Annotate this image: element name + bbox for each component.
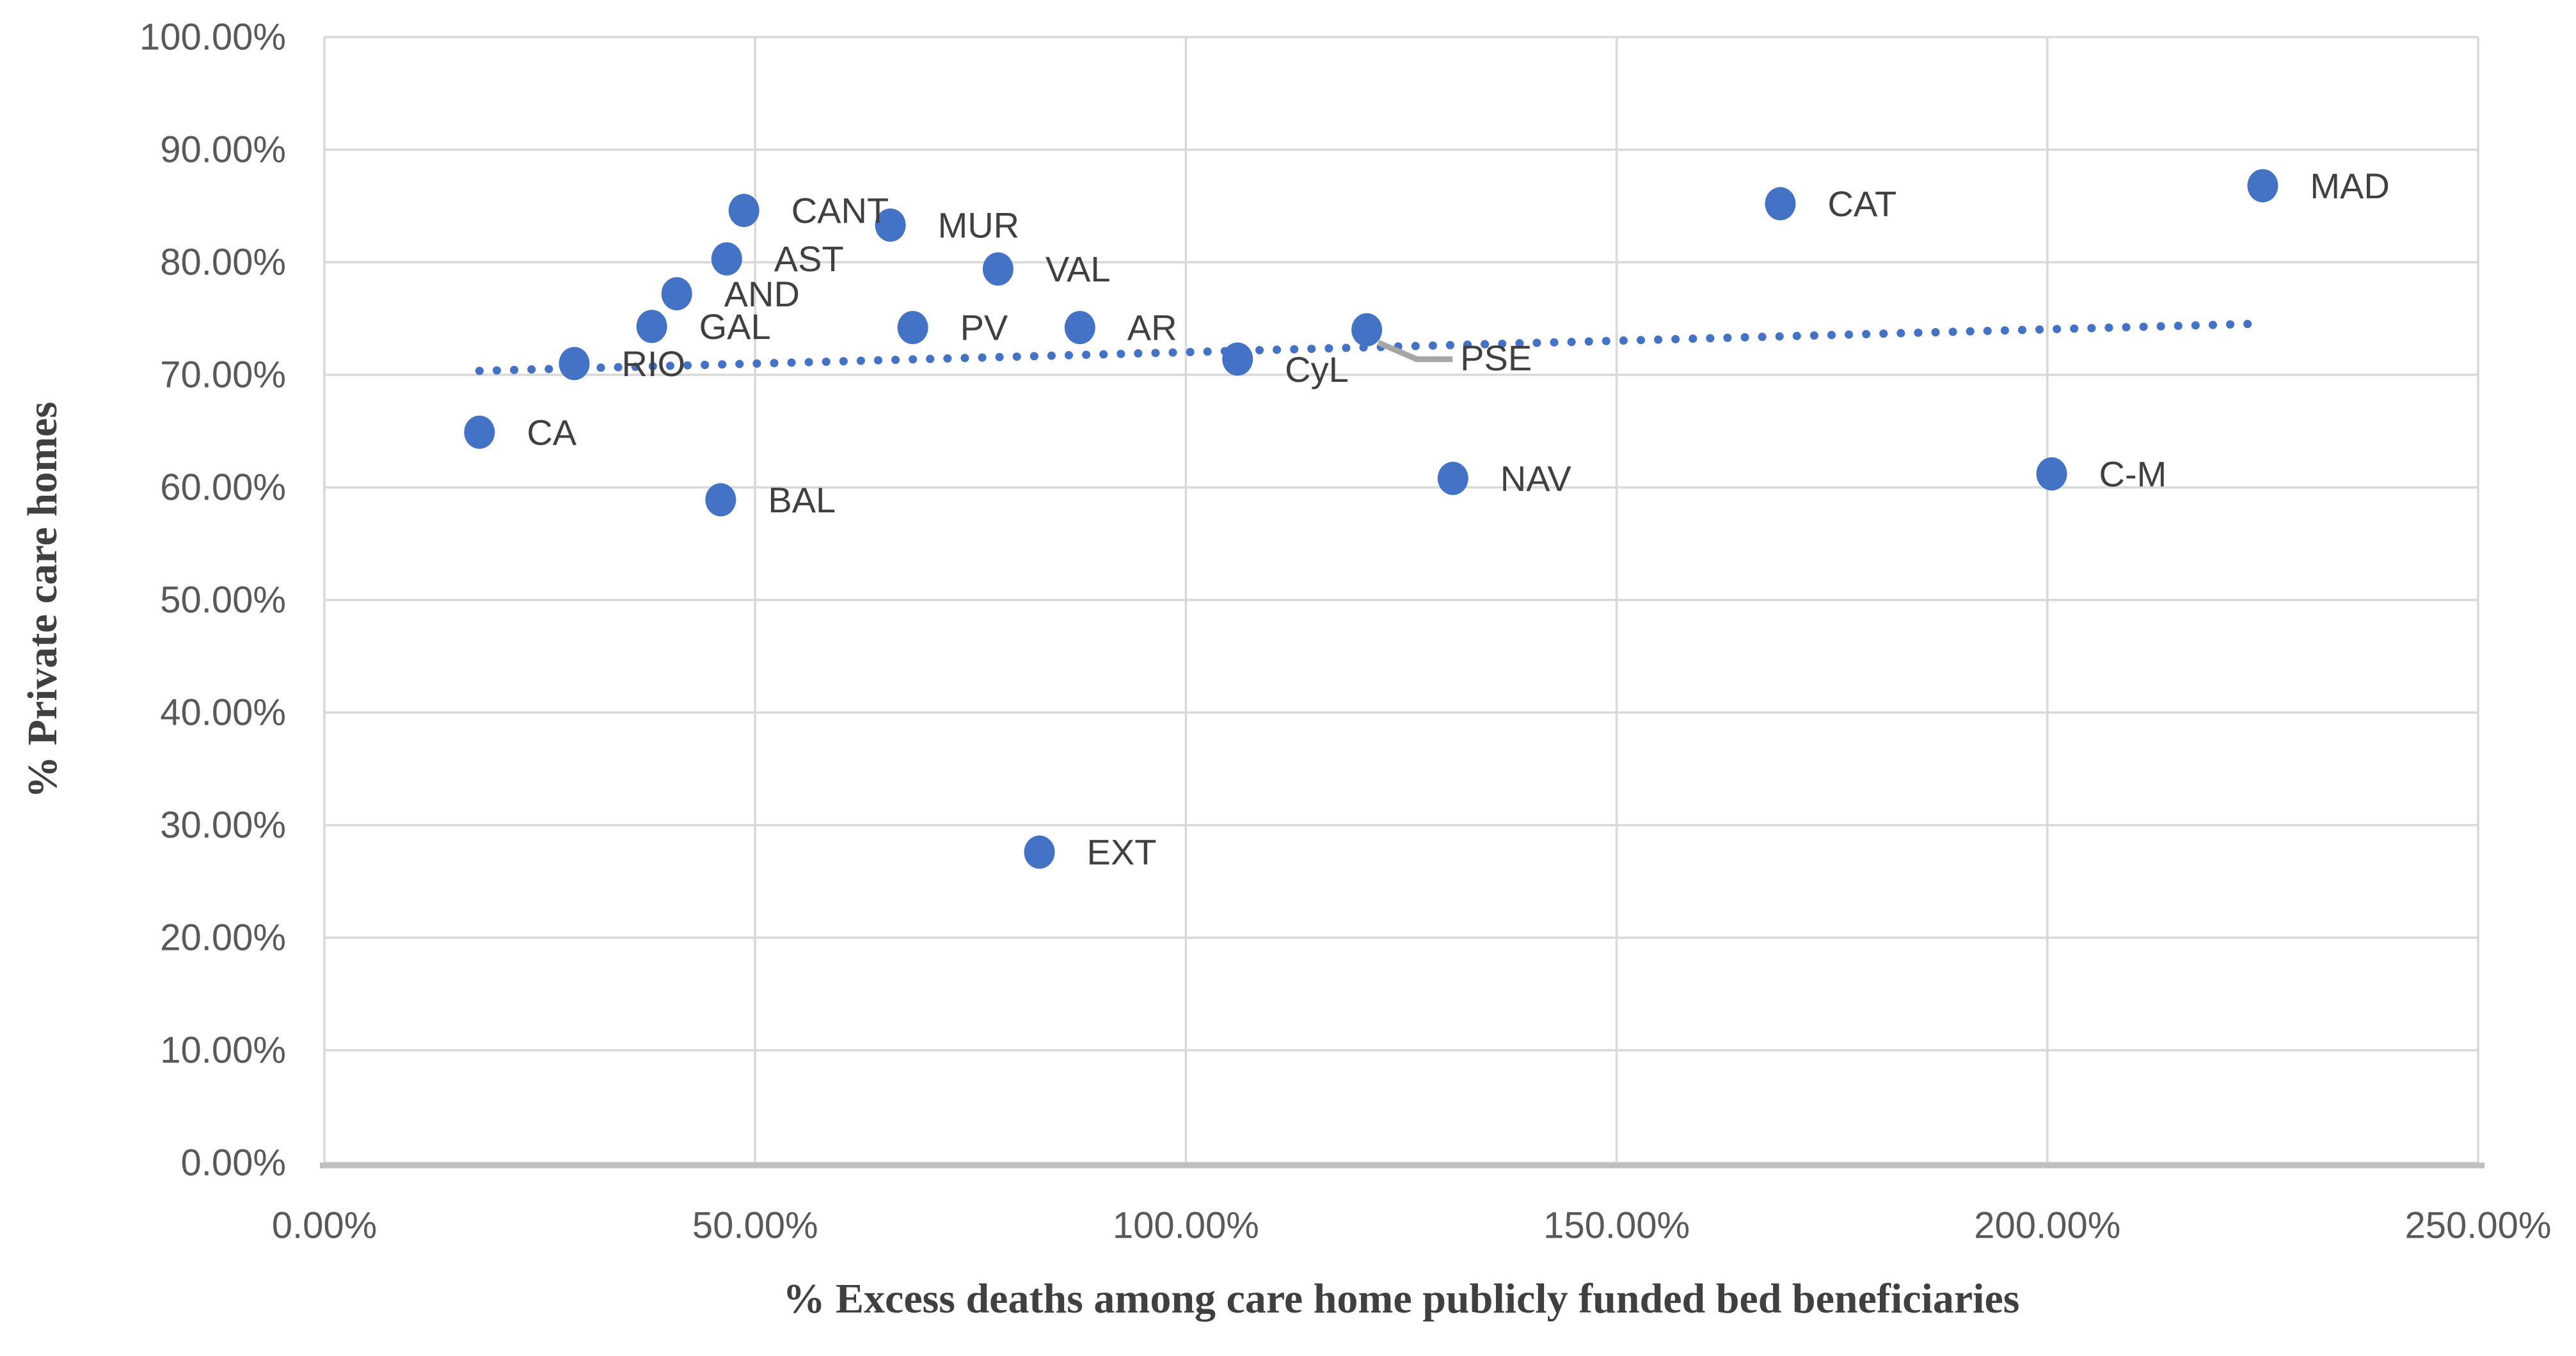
x-tick-label: 200.00% <box>1974 1205 2120 1247</box>
data-point-AR <box>1064 311 1095 345</box>
data-point-label-VAL: VAL <box>1046 249 1111 289</box>
y-axis-title: % Private care homes <box>19 402 66 798</box>
data-point-MUR <box>875 208 906 242</box>
data-point-label-PV: PV <box>960 308 1008 348</box>
data-point-AST <box>711 242 742 276</box>
x-tick-label: 0.00% <box>272 1205 377 1247</box>
y-tick-label: 10.00% <box>160 1030 286 1071</box>
data-point-label-BAL: BAL <box>768 480 836 520</box>
data-point-label-C-M: C-M <box>2099 453 2167 494</box>
data-point-label-GAL: GAL <box>699 306 771 347</box>
data-point-CyL <box>1222 342 1253 376</box>
data-point-label-NAV: NAV <box>1500 458 1572 498</box>
x-tick-label: 250.00% <box>2405 1205 2552 1247</box>
data-point-label-MAD: MAD <box>2310 166 2389 206</box>
gridlines <box>323 36 2479 1164</box>
y-tick-label: 0.00% <box>181 1142 286 1184</box>
data-point-PSE <box>1351 313 1383 347</box>
data-point-label-EXT: EXT <box>1087 832 1157 872</box>
data-point-MAD <box>2247 169 2278 203</box>
data-point-VAL <box>982 252 1014 286</box>
leader-line-PSE <box>1377 340 1453 363</box>
data-points <box>464 169 2278 869</box>
y-tick-label: 70.00% <box>160 354 286 396</box>
data-point-label-MUR: MUR <box>938 205 1020 245</box>
data-point-CAT <box>1765 187 1796 221</box>
y-tick-label: 80.00% <box>160 242 286 283</box>
data-point-NAV <box>1437 461 1468 495</box>
data-point-AND <box>661 277 692 311</box>
data-point-label-CyL: CyL <box>1285 349 1349 390</box>
trendline-group <box>475 319 2267 375</box>
y-tick-label: 50.00% <box>160 579 286 621</box>
y-tick-label: 60.00% <box>160 467 286 508</box>
data-point-label-AST: AST <box>774 239 844 279</box>
data-point-BAL <box>705 483 736 517</box>
y-tick-label: 20.00% <box>160 917 286 959</box>
y-tick-label: 40.00% <box>160 692 286 734</box>
x-tick-label: 100.00% <box>1113 1205 1259 1247</box>
data-point-label-CAT: CAT <box>1827 184 1896 224</box>
data-point-label-CANT: CANT <box>791 191 889 231</box>
data-point-PV <box>897 311 928 345</box>
tick-labels: 0.00% 50.00% 100.00% 150.00% 200.00% 250.00% 0… <box>139 17 2551 1247</box>
data-point-GAL <box>636 310 667 343</box>
y-tick-label: 90.00% <box>160 129 286 171</box>
data-point-EXT <box>1024 835 1055 869</box>
x-tick-label: 50.00% <box>692 1205 818 1247</box>
data-point-label-CA: CA <box>527 412 576 452</box>
data-point-label-AND: AND <box>724 274 800 314</box>
data-point-label-PSE: PSE <box>1460 338 1532 378</box>
data-point-C-M <box>2036 457 2067 491</box>
trendline <box>475 319 2267 375</box>
x-tick-label: 150.00% <box>1543 1205 1690 1247</box>
y-tick-label: 30.00% <box>160 805 286 846</box>
leader-lines <box>1377 340 1453 363</box>
x-axis-title: % Excess deaths among care home publicly… <box>783 1275 2020 1322</box>
y-tick-label: 100.00% <box>139 17 286 58</box>
data-point-RIO <box>559 347 590 381</box>
data-point-CANT <box>728 194 759 228</box>
data-point-CA <box>464 415 495 449</box>
data-point-label-RIO: RIO <box>621 343 685 384</box>
data-point-label-AR: AR <box>1127 308 1177 348</box>
